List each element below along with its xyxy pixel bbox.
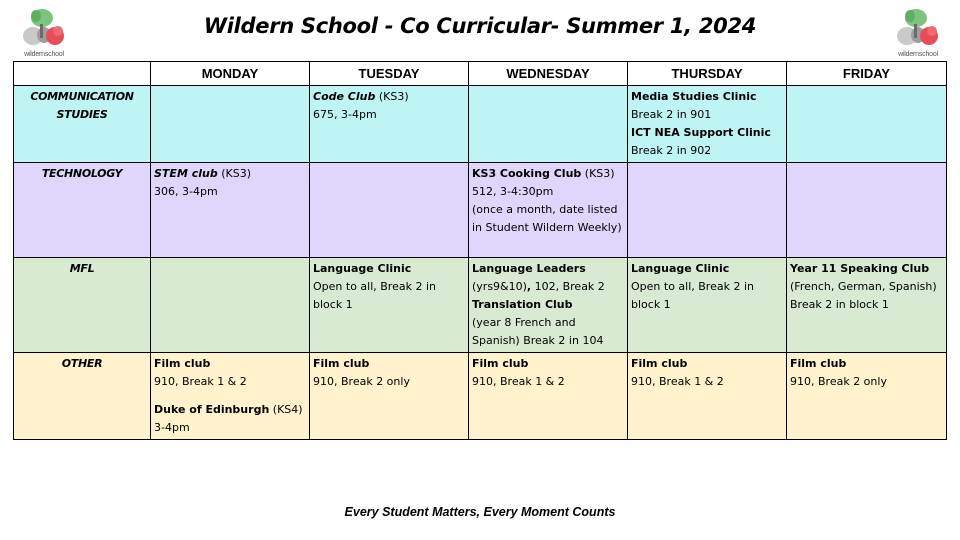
- cell-other-friday: Film club 910, Break 2 only: [786, 352, 947, 440]
- activity-name: Translation Club: [472, 298, 573, 311]
- spacer: [154, 391, 306, 401]
- activity-name: Film club: [154, 357, 211, 370]
- activity-name: Film club: [790, 357, 847, 370]
- activity-tag: (KS3): [581, 167, 615, 180]
- cell-technology-wednesday: KS3 Cooking Club (KS3) 512, 3-4:30pm (on…: [468, 162, 628, 258]
- timetable: MONDAY TUESDAY WEDNESDAY THURSDAY FRIDAY…: [13, 61, 947, 440]
- activity-detail: 910, Break 2 only: [313, 375, 410, 388]
- cell-mfl-thursday: Language Clinic Open to all, Break 2 in …: [627, 257, 787, 353]
- activity-name: Year 11 Speaking Club: [790, 262, 930, 275]
- activity-detail: 675, 3-4pm: [313, 108, 377, 121]
- activity-name: Language Clinic: [313, 262, 412, 275]
- day-header-thursday: THURSDAY: [627, 61, 787, 86]
- school-logo-left: wildernschool: [20, 6, 68, 58]
- activity-detail: Open to all, Break 2 in block 1: [313, 280, 436, 311]
- activity-detail: 102, Break 2: [531, 280, 605, 293]
- cell-communication-monday: [150, 85, 310, 163]
- day-header-friday: FRIDAY: [786, 61, 947, 86]
- cell-other-monday: Film club 910, Break 1 & 2 Duke of Edinb…: [150, 352, 310, 440]
- activity-detail: 910, Break 1 & 2: [472, 375, 565, 388]
- row-communication-studies: COMMUNICATION STUDIES Code Club (KS3) 67…: [13, 85, 947, 163]
- row-label-mfl: MFL: [13, 257, 151, 353]
- activity-detail: (year 8 French and Spanish) Break 2 in 1…: [472, 316, 604, 347]
- tree-icon: [23, 9, 64, 45]
- activity-detail: Break 2 in 902: [631, 144, 712, 157]
- row-other: OTHER Film club 910, Break 1 & 2 Duke of…: [13, 352, 947, 440]
- activity-name: ICT NEA Support Clinic: [631, 126, 771, 139]
- cell-other-tuesday: Film club 910, Break 2 only: [309, 352, 469, 440]
- day-header-monday: MONDAY: [150, 61, 310, 86]
- row-label-technology: TECHNOLOGY: [13, 162, 151, 258]
- cell-other-wednesday: Film club 910, Break 1 & 2: [468, 352, 628, 440]
- activity-name: Language Clinic: [631, 262, 730, 275]
- cell-mfl-monday: [150, 257, 310, 353]
- activity-note: (once a month, date listed in Student Wi…: [472, 203, 622, 234]
- cell-technology-friday: [786, 162, 947, 258]
- activity-tag: (KS4): [269, 403, 303, 416]
- activity-tag: (KS3): [375, 90, 409, 103]
- activity-detail-comma: ,: [526, 280, 532, 293]
- activity-detail: (yrs9&10): [472, 280, 527, 293]
- activity-detail: Break 2 in 901: [631, 108, 712, 121]
- activity-detail: 910, Break 1 & 2: [154, 375, 247, 388]
- activity-name: KS3 Cooking Club: [472, 167, 582, 180]
- cell-mfl-wednesday: Language Leaders (yrs9&10), 102, Break 2…: [468, 257, 628, 353]
- logo-wordmark: wildernschool: [24, 51, 64, 58]
- day-header-row: MONDAY TUESDAY WEDNESDAY THURSDAY FRIDAY: [13, 61, 947, 86]
- logo-wordmark: wildernschool: [898, 51, 938, 58]
- cell-other-thursday: Film club 910, Break 1 & 2: [627, 352, 787, 440]
- school-logo-right: wildernschool: [894, 6, 942, 58]
- activity-name: Media Studies Clinic: [631, 90, 757, 103]
- cell-technology-monday: STEM club (KS3) 306, 3-4pm: [150, 162, 310, 258]
- activity-detail: Open to all, Break 2 in block 1: [631, 280, 754, 311]
- activity-detail: 3-4pm: [154, 421, 190, 434]
- activity-detail: 910, Break 2 only: [790, 375, 887, 388]
- row-mfl: MFL Language Clinic Open to all, Break 2…: [13, 257, 947, 353]
- activity-name: Code Club: [313, 90, 376, 103]
- row-label-communication: COMMUNICATION STUDIES: [13, 85, 151, 163]
- row-technology: TECHNOLOGY STEM club (KS3) 306, 3-4pm KS…: [13, 162, 947, 258]
- cell-communication-thursday: Media Studies Clinic Break 2 in 901 ICT …: [627, 85, 787, 163]
- day-header-wednesday: WEDNESDAY: [468, 61, 628, 86]
- cell-communication-friday: [786, 85, 947, 163]
- cell-communication-tuesday: Code Club (KS3) 675, 3-4pm: [309, 85, 469, 163]
- activity-name: Film club: [472, 357, 529, 370]
- tree-icon: [897, 9, 938, 45]
- activity-detail: 306, 3-4pm: [154, 185, 218, 198]
- activity-tag: (KS3): [217, 167, 251, 180]
- activity-name: STEM club: [154, 167, 218, 180]
- activity-name: Duke of Edinburgh: [154, 403, 270, 416]
- activity-detail: 512, 3-4:30pm: [472, 185, 554, 198]
- activity-detail: 910, Break 1 & 2: [631, 375, 724, 388]
- activity-detail: (French, German, Spanish) Break 2 in blo…: [790, 280, 937, 311]
- cell-mfl-tuesday: Language Clinic Open to all, Break 2 in …: [309, 257, 469, 353]
- cell-technology-tuesday: [309, 162, 469, 258]
- activity-name: Film club: [631, 357, 688, 370]
- page-title: Wildern School - Co Curricular- Summer 1…: [203, 14, 757, 38]
- cell-mfl-friday: Year 11 Speaking Club (French, German, S…: [786, 257, 947, 353]
- day-header-tuesday: TUESDAY: [309, 61, 469, 86]
- row-label-other: OTHER: [13, 352, 151, 440]
- school-motto: Every Student Matters, Every Moment Coun…: [344, 505, 616, 519]
- corner-cell: [13, 61, 151, 86]
- activity-name: Language Leaders: [472, 262, 586, 275]
- activity-name: Film club: [313, 357, 370, 370]
- cell-technology-thursday: [627, 162, 787, 258]
- cell-communication-wednesday: [468, 85, 628, 163]
